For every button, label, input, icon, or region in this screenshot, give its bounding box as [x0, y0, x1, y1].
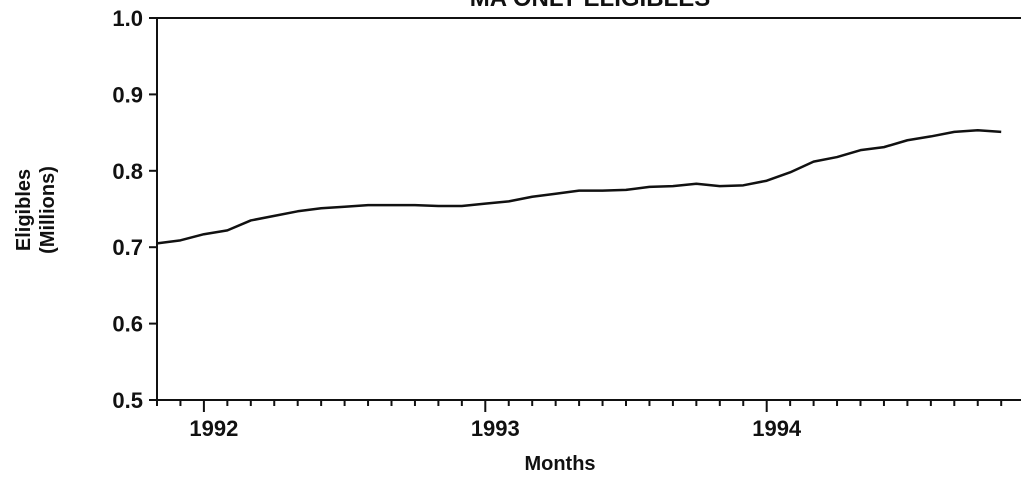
x-tick-label: 1993 — [471, 416, 520, 441]
x-axis-label: Months — [524, 453, 595, 475]
y-tick-label: 0.7 — [112, 235, 143, 260]
y-tick-label: 0.6 — [112, 312, 143, 337]
y-tick-label: 1.0 — [112, 6, 143, 31]
x-tick-label: 1994 — [752, 416, 802, 441]
x-tick-label: 1992 — [189, 416, 238, 441]
data-line — [156, 129, 1002, 245]
y-axis-label-line: Eligibles — [13, 169, 35, 251]
y-axis-label: Eligibles (Millions) — [13, 166, 59, 254]
y-axis-label-line: (Millions) — [37, 166, 59, 254]
y-tick-label: 0.9 — [112, 82, 143, 107]
y-tick-label: 0.8 — [112, 159, 143, 184]
y-tick-label: 0.5 — [112, 388, 143, 413]
chart-title: MA ONLY ELIGIBLES — [470, 0, 710, 12]
